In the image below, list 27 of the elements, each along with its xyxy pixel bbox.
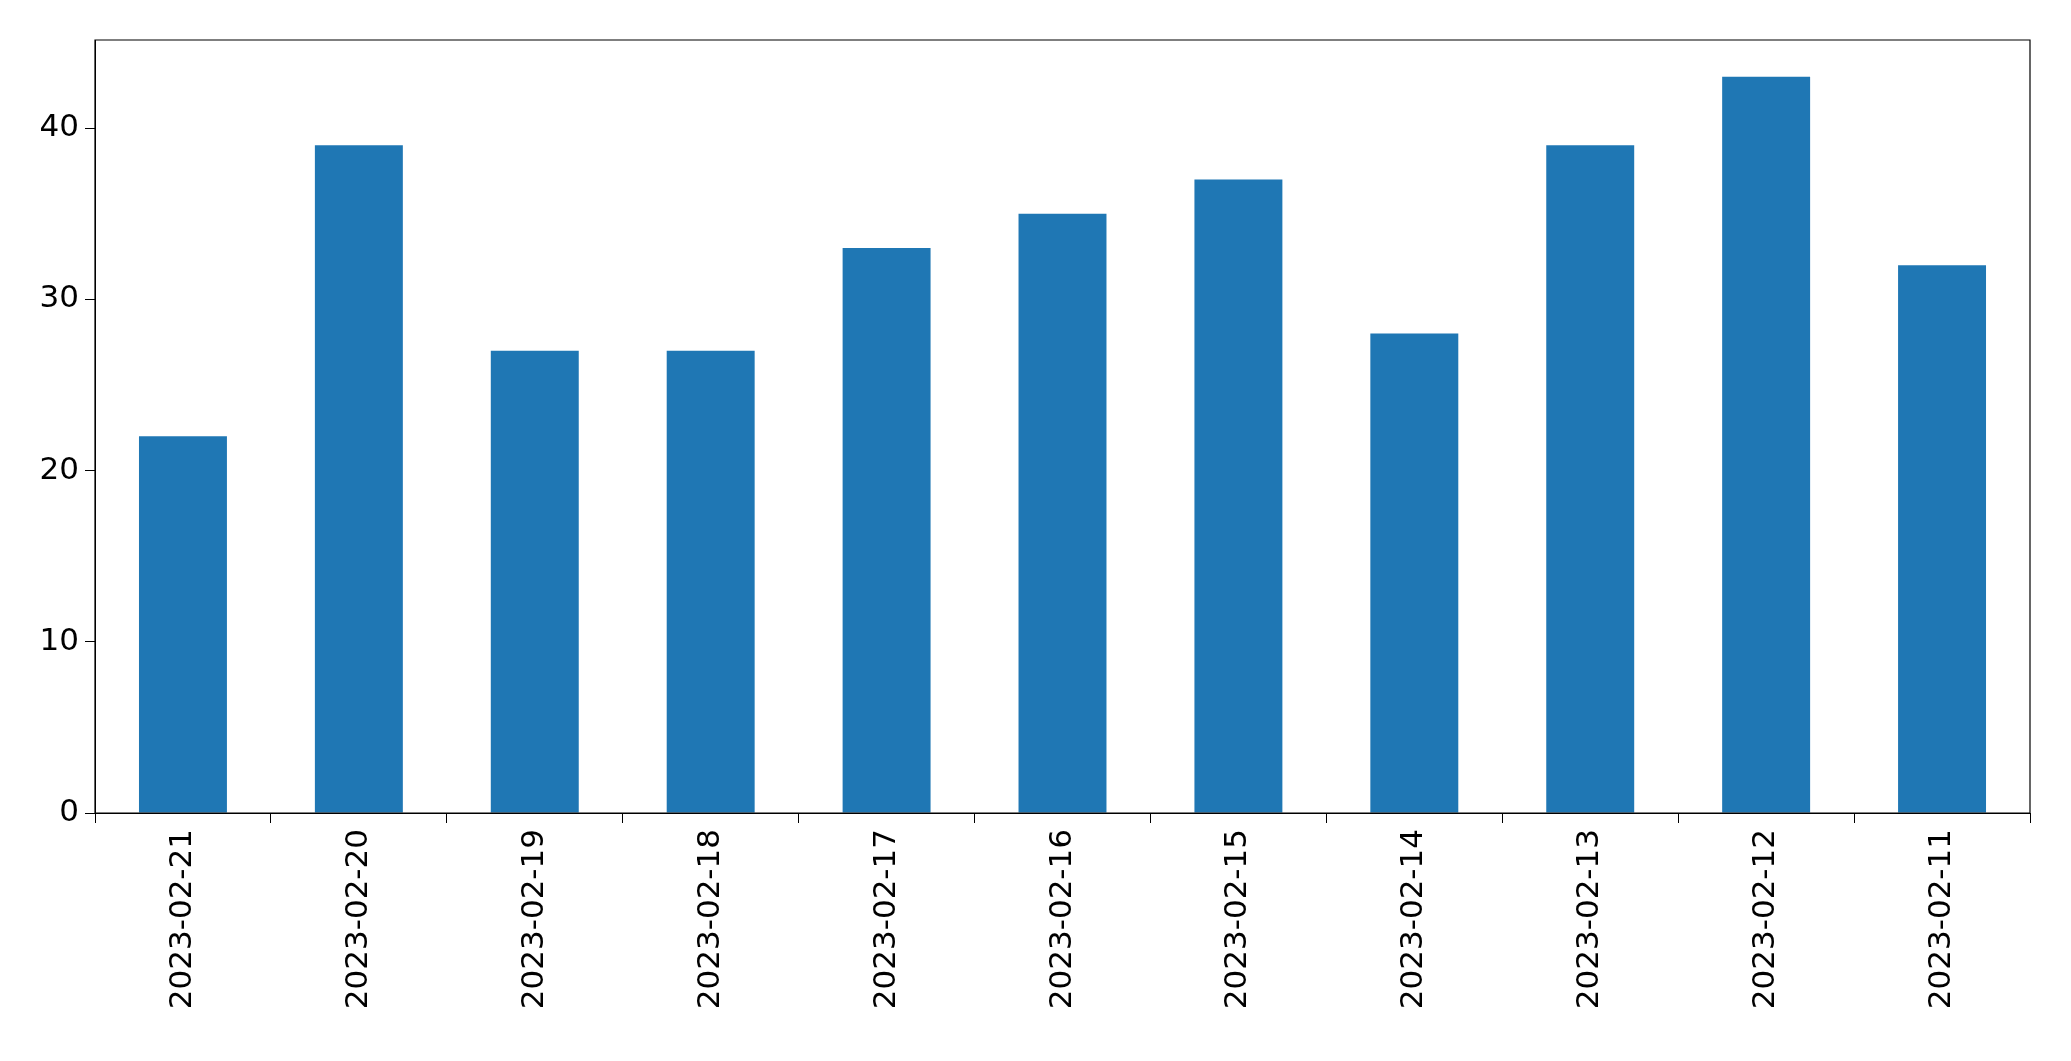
x-tick-label: 2023-02-15	[1217, 829, 1254, 1010]
x-tick-label: 2023-02-17	[865, 829, 902, 1010]
x-tick-label: 2023-02-21	[162, 829, 198, 1010]
x-tick-label: 2023-02-19	[513, 829, 550, 1010]
bar	[1546, 145, 1635, 813]
bar	[1370, 333, 1459, 813]
x-tick-label: 2023-02-20	[337, 829, 374, 1010]
bar	[314, 145, 403, 813]
y-tick-label: 40	[39, 107, 79, 144]
x-tick-label: 2023-02-14	[1393, 829, 1430, 1010]
bar	[138, 436, 227, 813]
bar	[842, 248, 931, 813]
bar	[490, 350, 579, 813]
x-tick-label: 2023-02-12	[1745, 829, 1782, 1010]
y-tick-label: 0	[59, 792, 79, 829]
y-tick-label: 10	[39, 620, 79, 657]
bar	[666, 350, 755, 813]
y-tick-label: 20	[39, 449, 79, 486]
bar	[1722, 76, 1811, 813]
x-tick-label: 2023-02-13	[1569, 829, 1606, 1010]
x-tick-label: 2023-02-18	[689, 829, 726, 1010]
x-tick-label: 2023-02-16	[1041, 829, 1078, 1010]
y-tick-label: 30	[39, 278, 79, 315]
x-tick-label: 2023-02-11	[1921, 829, 1958, 1010]
bar	[1018, 213, 1107, 813]
bar	[1898, 265, 1987, 813]
bar	[1194, 179, 1283, 813]
